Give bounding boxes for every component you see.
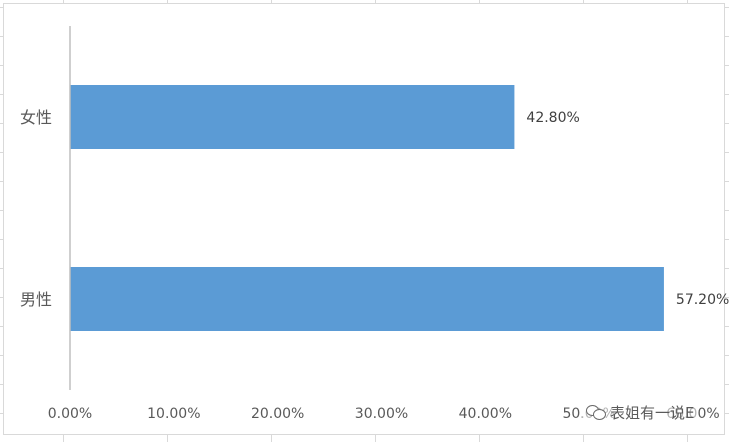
bars-layer bbox=[70, 85, 664, 331]
chart-frame[interactable] bbox=[3, 3, 725, 435]
bar-1[interactable] bbox=[70, 85, 515, 149]
watermark-text: 表姐有一说E bbox=[610, 403, 695, 422]
data-labels: 42.80% 57.20% bbox=[526, 110, 729, 308]
watermark: 表姐有一说E bbox=[582, 398, 699, 426]
data-label-1: 42.80% bbox=[526, 110, 579, 126]
x-tick-label-1: 0.00% bbox=[48, 406, 92, 422]
category-label-2: 男性 bbox=[20, 290, 52, 309]
x-tick-label-4: 30.00% bbox=[355, 406, 408, 422]
category-label-1: 女性 bbox=[20, 108, 52, 127]
x-tick-label-5: 40.00% bbox=[459, 406, 512, 422]
wechat-icon bbox=[586, 404, 606, 420]
x-tick-label-3: 20.00% bbox=[251, 406, 304, 422]
data-label-2: 57.20% bbox=[676, 292, 729, 308]
x-tick-label-2: 10.00% bbox=[147, 406, 200, 422]
bar-2[interactable] bbox=[70, 267, 664, 331]
